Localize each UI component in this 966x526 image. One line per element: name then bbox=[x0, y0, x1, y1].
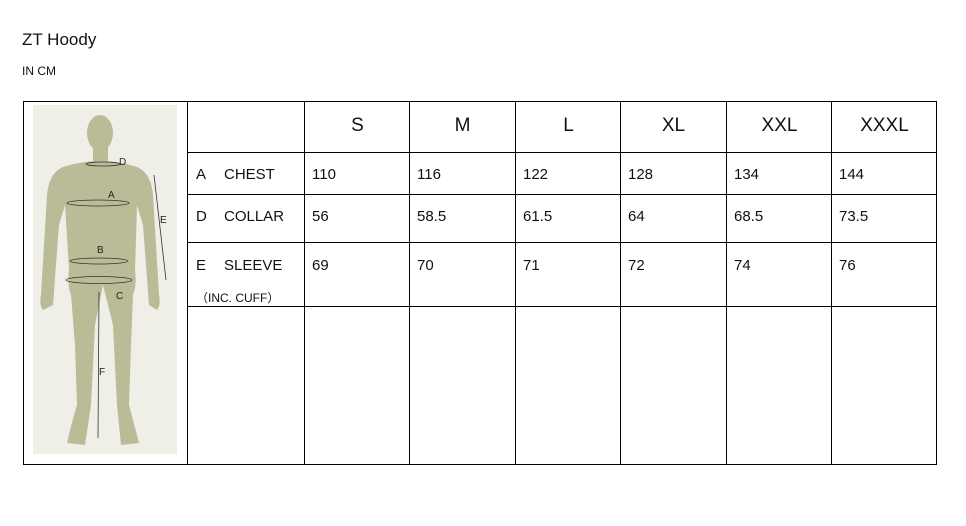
cell: 74 bbox=[734, 257, 751, 274]
cell: 64 bbox=[628, 208, 645, 225]
figure-label-d: D bbox=[119, 157, 126, 168]
size-chart-table: D A E B C F S M L XL XXL XXXL A CHEST 11… bbox=[23, 101, 937, 465]
cell: 144 bbox=[839, 166, 865, 183]
cell: 110 bbox=[312, 166, 336, 183]
row-label-chest: CHEST bbox=[224, 166, 275, 183]
row-note-inc-cuff: （INC. CUFF） bbox=[196, 291, 280, 305]
cell: 68.5 bbox=[734, 208, 764, 225]
cell: 73.5 bbox=[839, 208, 869, 225]
unit-label: IN CM bbox=[22, 64, 56, 78]
figure-label-b: B bbox=[97, 245, 104, 256]
cell: 69 bbox=[312, 257, 329, 274]
cell: 116 bbox=[417, 166, 441, 183]
page-title: ZT Hoody bbox=[22, 30, 97, 49]
size-header-xxxl: XXXL bbox=[860, 115, 909, 136]
cell: 70 bbox=[417, 257, 434, 274]
body-measurement-figure: D A E B C F bbox=[33, 105, 177, 454]
figure-label-f: F bbox=[99, 367, 105, 378]
size-header-s: S bbox=[351, 115, 364, 136]
size-header-l: L bbox=[563, 115, 574, 136]
row-letter: A bbox=[196, 166, 207, 183]
row-label-collar: COLLAR bbox=[224, 208, 285, 225]
size-header-xxl: XXL bbox=[761, 115, 798, 136]
row-label-sleeve: SLEEVE bbox=[224, 257, 283, 274]
cell: 128 bbox=[628, 166, 654, 183]
size-header-m: M bbox=[454, 115, 471, 136]
figure-label-a: A bbox=[108, 190, 115, 201]
row-letter: D bbox=[196, 208, 207, 225]
cell: 76 bbox=[839, 257, 856, 274]
row-letter: E bbox=[196, 257, 207, 274]
cell: 134 bbox=[734, 166, 760, 183]
cell: 58.5 bbox=[417, 208, 447, 225]
cell: 61.5 bbox=[523, 208, 553, 225]
figure-label-c: C bbox=[116, 291, 123, 302]
cell: 71 bbox=[523, 257, 540, 274]
size-header-xl: XL bbox=[661, 115, 686, 136]
cell: 56 bbox=[312, 208, 329, 225]
figure-label-e: E bbox=[160, 215, 167, 226]
cell: 72 bbox=[628, 257, 645, 274]
cell: 122 bbox=[523, 166, 549, 183]
